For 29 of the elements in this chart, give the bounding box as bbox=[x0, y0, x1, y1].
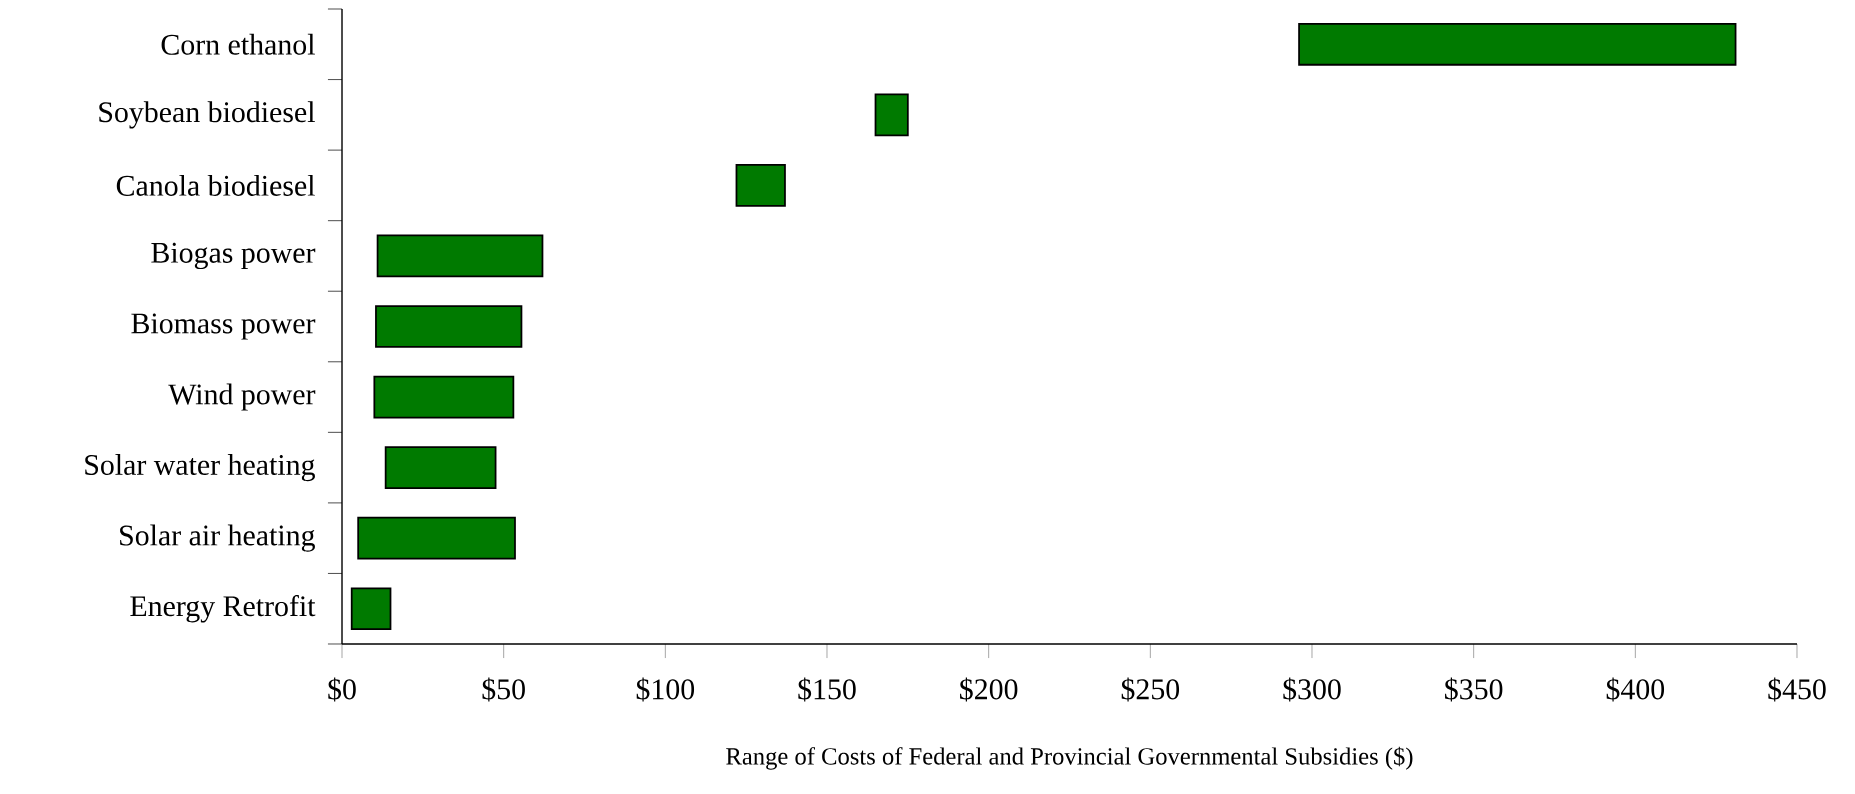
x-tick-label: $50 bbox=[482, 677, 525, 702]
bar bbox=[357, 516, 516, 560]
y-tick-label: Solar water heating bbox=[85, 454, 315, 482]
x-axis-title: Range of Costs of Federal and Provincial Governmental Subsidies ($) bbox=[726, 746, 1413, 770]
bar bbox=[735, 164, 786, 207]
y-tick-label: Wind power bbox=[168, 383, 316, 411]
x-tick-label: $0 bbox=[328, 677, 356, 702]
bar bbox=[376, 234, 544, 278]
bar bbox=[375, 305, 523, 348]
bar bbox=[874, 93, 909, 137]
y-tick-label: Energy Retrofit bbox=[130, 594, 316, 623]
x-tick-label: $400 bbox=[1606, 677, 1665, 702]
y-tick-label: Canola biodiesel bbox=[116, 174, 315, 196]
x-tick-label: $250 bbox=[1121, 677, 1180, 702]
x-tick-label: $300 bbox=[1283, 677, 1341, 702]
y-tick-label: Biogas power bbox=[151, 242, 316, 270]
x-tick-label: $100 bbox=[636, 677, 695, 702]
y-tick-label: Soybean biodiesel bbox=[99, 101, 315, 129]
y-tick-label: Solar air heating bbox=[120, 524, 315, 552]
x-tick-label: $450 bbox=[1768, 677, 1826, 702]
y-tick-label: Biomass power bbox=[131, 313, 316, 340]
bar bbox=[1298, 22, 1737, 66]
bar bbox=[384, 446, 497, 489]
y-tick-label: Corn ethanol bbox=[161, 33, 315, 55]
bar bbox=[373, 375, 515, 419]
bar bbox=[350, 587, 392, 631]
x-tick-label: $350 bbox=[1445, 677, 1503, 702]
x-tick-label: $200 bbox=[960, 677, 1018, 702]
x-tick-label: $150 bbox=[798, 677, 856, 702]
